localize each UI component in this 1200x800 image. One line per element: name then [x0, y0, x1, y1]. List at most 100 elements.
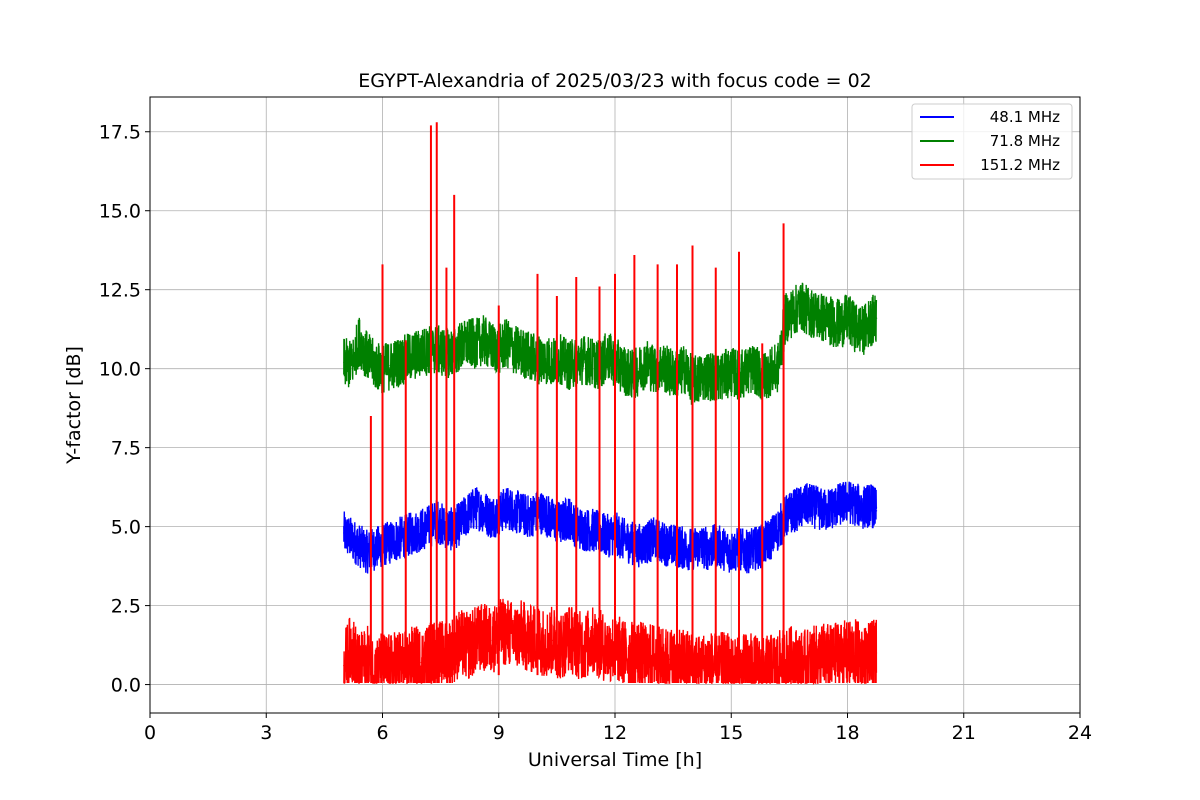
data-point — [831, 658, 833, 660]
data-point — [800, 665, 802, 667]
data-point — [815, 507, 818, 509]
x-tick-label: 12 — [603, 722, 627, 744]
x-tick-label: 6 — [376, 722, 388, 744]
x-tick-label: 24 — [1068, 722, 1092, 744]
data-point — [839, 652, 841, 654]
data-point — [366, 658, 368, 660]
data-point — [668, 544, 670, 547]
data-point — [343, 532, 345, 534]
data-point — [451, 649, 453, 651]
data-point — [862, 658, 864, 660]
y-tick-label: 10.0 — [99, 359, 141, 381]
data-point — [397, 538, 399, 540]
data-point — [366, 355, 368, 357]
data-point — [428, 349, 430, 351]
data-point — [420, 529, 422, 531]
data-point — [552, 639, 554, 641]
x-axis-ticks: 0 3 6 9 12 15 18 21 24 — [144, 713, 1092, 744]
data-point — [451, 529, 453, 531]
data-point — [513, 349, 515, 351]
data-point — [443, 526, 446, 528]
data-point — [875, 317, 878, 319]
data-point — [839, 503, 841, 506]
data-point — [870, 655, 872, 657]
data-point — [505, 507, 508, 509]
data-point — [397, 661, 399, 664]
data-point — [800, 507, 802, 509]
data-point — [443, 352, 446, 354]
data-point — [815, 658, 818, 660]
data-point — [490, 345, 492, 348]
data-point — [529, 355, 531, 357]
data-point — [583, 529, 585, 531]
data-point — [753, 668, 756, 670]
data-point — [846, 500, 849, 502]
data-point — [808, 311, 810, 313]
data-point — [769, 668, 771, 670]
data-point — [808, 661, 810, 664]
x-tick-label: 18 — [835, 722, 859, 744]
data-point — [560, 522, 562, 525]
data-point — [521, 513, 523, 515]
data-point — [854, 327, 856, 329]
series-48-1-mhz — [343, 481, 878, 574]
y-tick-label: 0.0 — [111, 675, 141, 697]
data-point — [622, 538, 624, 540]
data-point — [467, 646, 469, 648]
data-point — [552, 361, 554, 363]
data-point — [769, 538, 771, 540]
data-point — [591, 529, 593, 531]
x-tick-label: 0 — [144, 722, 156, 744]
data-point — [622, 652, 624, 654]
data-point — [684, 368, 686, 370]
data-point — [606, 649, 608, 651]
data-point — [629, 655, 632, 657]
data-point — [560, 358, 562, 360]
data-point — [784, 516, 787, 518]
data-point — [730, 551, 732, 553]
data-point — [606, 535, 608, 537]
data-point — [567, 364, 570, 367]
data-point — [358, 668, 360, 670]
data-point — [451, 352, 453, 354]
data-point — [513, 636, 515, 638]
data-point — [792, 658, 794, 660]
data-point — [637, 371, 639, 373]
data-point — [823, 510, 825, 512]
data-point — [366, 551, 368, 553]
y-tick-label: 17.5 — [99, 122, 141, 144]
y-axis-ticks: 0.0 2.5 5.0 7.5 10.0 12.5 15.0 17.5 — [99, 122, 150, 697]
legend: 48.1 MHz 71.8 MHz 151.2 MHz — [911, 103, 1073, 180]
data-point — [474, 342, 477, 344]
data-point — [831, 320, 833, 322]
data-point — [389, 364, 391, 367]
data-point — [482, 636, 484, 638]
data-point — [629, 374, 632, 376]
data-point — [350, 364, 353, 367]
data-point — [343, 361, 345, 363]
data-point — [645, 658, 647, 660]
data-point — [722, 548, 725, 550]
data-point — [862, 330, 864, 332]
data-point — [467, 342, 469, 344]
data-point — [668, 658, 670, 660]
data-point — [854, 503, 856, 506]
data-point — [591, 639, 593, 641]
data-point — [350, 646, 353, 648]
data-point — [875, 510, 878, 512]
data-point — [560, 646, 562, 648]
legend-label: 151.2 MHz — [980, 156, 1060, 174]
y-tick-label: 2.5 — [111, 596, 141, 618]
data-point — [544, 358, 546, 360]
data-point — [505, 342, 508, 344]
data-point — [606, 355, 608, 357]
data-point — [567, 516, 570, 518]
data-point — [490, 516, 492, 518]
data-point — [722, 374, 725, 376]
data-point — [567, 636, 570, 638]
data-point — [753, 548, 756, 550]
data-point — [746, 371, 748, 373]
data-point — [823, 655, 825, 657]
series-line — [343, 598, 878, 686]
